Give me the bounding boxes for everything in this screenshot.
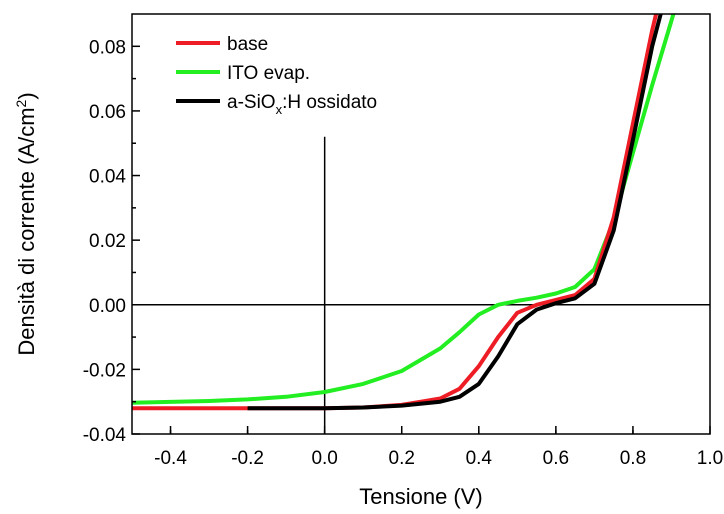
y-tick-label: 0.06 bbox=[89, 102, 126, 123]
x-tick-label: -0.4 bbox=[154, 448, 187, 469]
y-tick-label: -0.04 bbox=[83, 425, 127, 446]
y-axis-label-superscript: 2 bbox=[13, 99, 29, 107]
series-layer bbox=[132, 14, 676, 411]
y-tick-label: 0.08 bbox=[89, 37, 126, 58]
series-line-2 bbox=[247, 14, 663, 411]
y-axis-label: Densità di corrente (A/cm2) bbox=[13, 92, 39, 355]
y-axis-label-suffix: ) bbox=[14, 92, 39, 99]
legend-label: base bbox=[227, 34, 268, 55]
y-axis-label-main: Densità di corrente (A/cm bbox=[14, 107, 39, 355]
y-tick-label: -0.02 bbox=[83, 360, 126, 381]
x-tick-label: 0.8 bbox=[620, 448, 646, 469]
zero-reference-lines bbox=[132, 136, 710, 434]
plot-frame bbox=[131, 13, 711, 435]
y-tick-label: 0.00 bbox=[89, 296, 126, 317]
legend-label: ITO evap. bbox=[227, 63, 310, 84]
x-tick-label: 0.6 bbox=[543, 448, 569, 469]
legend: base ITO evap. a-SiOx:H ossidato bbox=[176, 34, 377, 117]
y-tick-label: 0.02 bbox=[89, 231, 126, 252]
y-axis-ticks: -0.04 -0.02 0.00 0.02 0.04 0.06 0.08 bbox=[83, 37, 140, 446]
legend-label: a-SiOx:H ossidato bbox=[227, 92, 377, 117]
x-tick-label: -0.2 bbox=[231, 448, 264, 469]
x-axis-ticks: -0.4 -0.2 0.0 0.2 0.4 0.6 0.8 1.0 bbox=[154, 426, 723, 469]
x-tick-label: 0.4 bbox=[466, 448, 493, 469]
y-tick-label: 0.04 bbox=[89, 167, 126, 188]
x-axis-label: Tensione (V) bbox=[359, 484, 483, 509]
x-tick-label: 1.0 bbox=[697, 448, 723, 469]
x-tick-label: 0.0 bbox=[311, 448, 337, 469]
x-tick-label: 0.2 bbox=[389, 448, 415, 469]
